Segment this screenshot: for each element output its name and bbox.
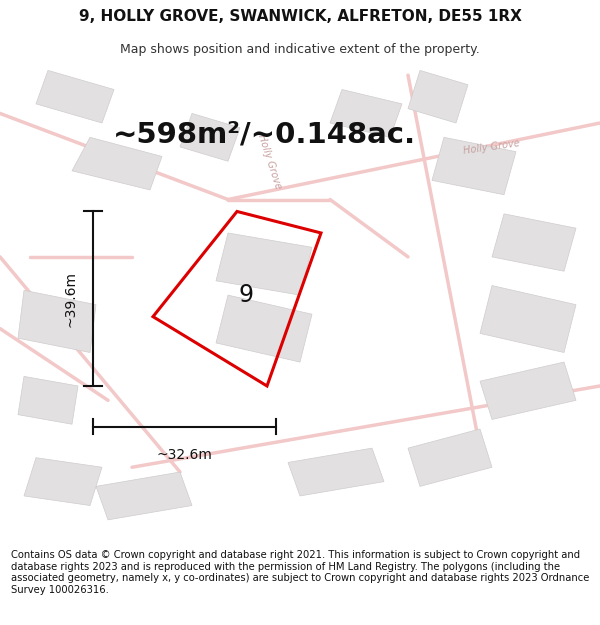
Polygon shape bbox=[96, 472, 192, 520]
Polygon shape bbox=[24, 458, 102, 506]
Polygon shape bbox=[408, 429, 492, 486]
Polygon shape bbox=[18, 376, 78, 424]
Text: ~32.6m: ~32.6m bbox=[157, 448, 212, 462]
Text: 9, HOLLY GROVE, SWANWICK, ALFRETON, DE55 1RX: 9, HOLLY GROVE, SWANWICK, ALFRETON, DE55… bbox=[79, 9, 521, 24]
Text: Holly Grove: Holly Grove bbox=[256, 132, 284, 190]
Polygon shape bbox=[432, 138, 516, 195]
Polygon shape bbox=[492, 214, 576, 271]
Text: 9: 9 bbox=[238, 283, 253, 307]
Polygon shape bbox=[180, 114, 240, 161]
Polygon shape bbox=[216, 233, 312, 295]
Polygon shape bbox=[480, 286, 576, 352]
Text: ~598m²/~0.148ac.: ~598m²/~0.148ac. bbox=[112, 121, 416, 149]
Polygon shape bbox=[330, 89, 402, 138]
Text: ~39.6m: ~39.6m bbox=[64, 271, 78, 327]
Text: Contains OS data © Crown copyright and database right 2021. This information is : Contains OS data © Crown copyright and d… bbox=[11, 550, 589, 595]
Polygon shape bbox=[18, 291, 96, 352]
Polygon shape bbox=[480, 362, 576, 419]
Polygon shape bbox=[408, 71, 468, 123]
Polygon shape bbox=[36, 71, 114, 123]
Text: Map shows position and indicative extent of the property.: Map shows position and indicative extent… bbox=[120, 42, 480, 56]
Text: Holly Grove: Holly Grove bbox=[463, 138, 521, 156]
Polygon shape bbox=[288, 448, 384, 496]
Polygon shape bbox=[72, 138, 162, 190]
Polygon shape bbox=[216, 295, 312, 362]
